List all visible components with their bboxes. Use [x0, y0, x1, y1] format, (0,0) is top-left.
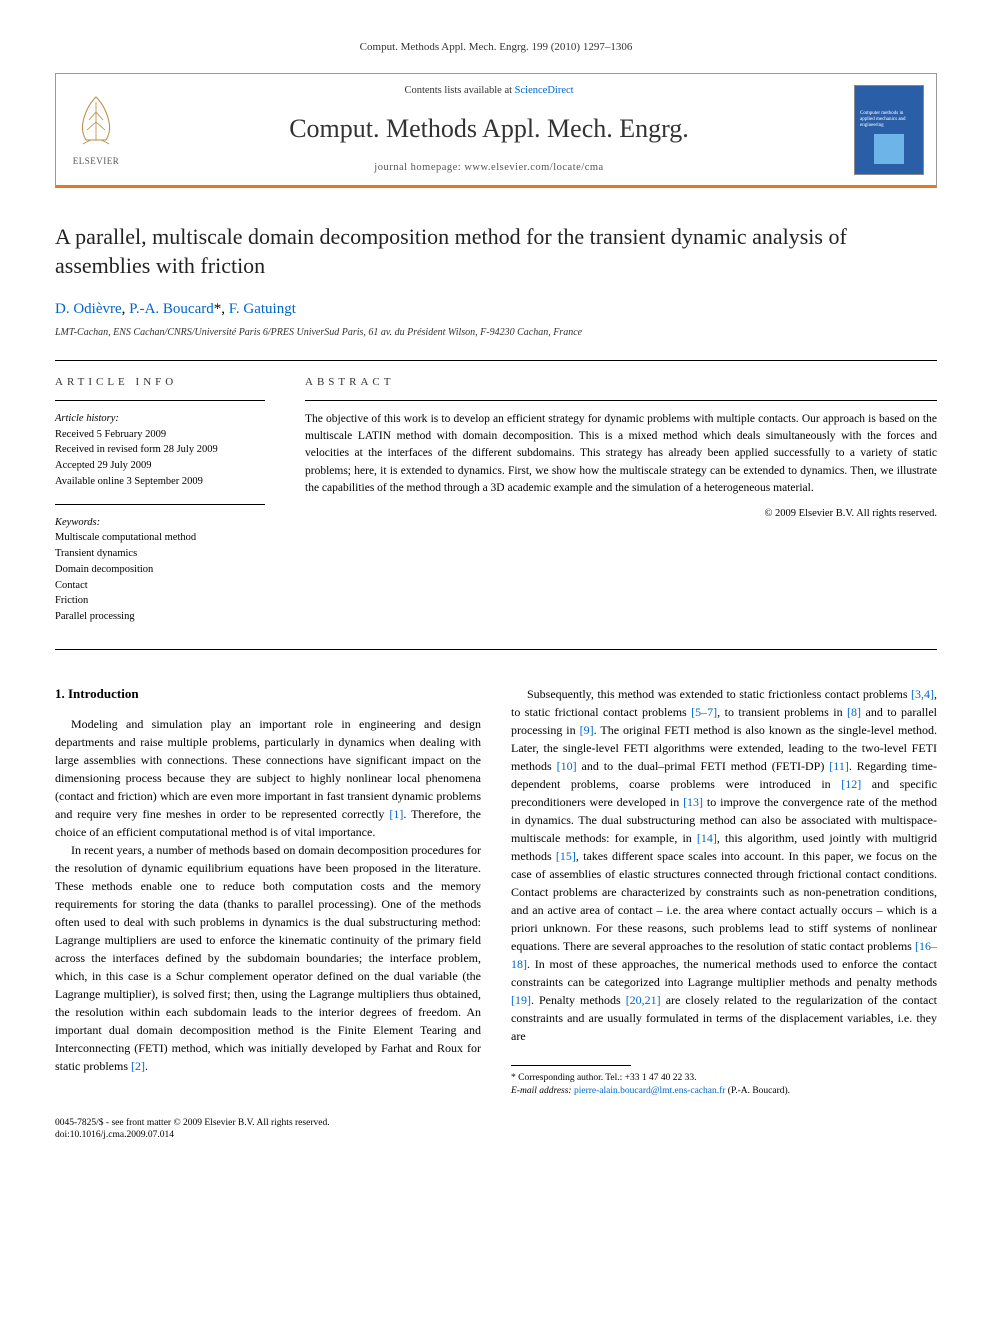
- affiliation: LMT-Cachan, ENS Cachan/CNRS/Université P…: [55, 326, 937, 340]
- p3l: . In most of these approaches, the numer…: [511, 957, 937, 989]
- keywords-label: Keywords:: [55, 515, 265, 531]
- history-3: Accepted 29 July 2009: [55, 458, 265, 474]
- contents-pre: Contents lists available at: [404, 85, 514, 96]
- sciencedirect-link[interactable]: ScienceDirect: [515, 85, 574, 96]
- footer-line-2: doi:10.1016/j.cma.2009.07.014: [55, 1129, 937, 1141]
- author-3[interactable]: F. Gatuingt: [229, 301, 296, 317]
- para-1: Modeling and simulation play an importan…: [55, 715, 481, 841]
- p3a: Subsequently, this method was extended t…: [527, 687, 911, 701]
- page-footer: 0045-7825/$ - see front matter © 2009 El…: [55, 1117, 937, 1142]
- ref-2[interactable]: [2]: [131, 1059, 145, 1073]
- footnote-rule: [511, 1065, 631, 1066]
- abstract-rule: [305, 400, 937, 401]
- article-info-heading: ARTICLE INFO: [55, 375, 265, 390]
- article-title: A parallel, multiscale domain decomposit…: [55, 223, 937, 280]
- abstract-column: ABSTRACT The objective of this work is t…: [305, 375, 937, 639]
- keywords-block: Keywords: Multiscale computational metho…: [55, 515, 265, 625]
- corresponding-author: * Corresponding author. Tel.: +33 1 47 4…: [511, 1072, 937, 1085]
- ref-14[interactable]: [14]: [697, 831, 717, 845]
- journal-homepage: journal homepage: www.elsevier.com/locat…: [136, 161, 842, 176]
- ref-20-21[interactable]: [20,21]: [626, 993, 661, 1007]
- body-section: 1. Introduction Modeling and simulation …: [55, 685, 937, 1099]
- p3m: . Penalty methods: [531, 993, 626, 1007]
- sep2: ,: [221, 301, 229, 317]
- ref-9[interactable]: [9]: [580, 723, 594, 737]
- ref-8[interactable]: [8]: [847, 705, 861, 719]
- p3f: and to the dual–primal FETI method (FETI…: [577, 759, 830, 773]
- elsevier-logo: ELSEVIER: [56, 82, 136, 178]
- ref-12[interactable]: [12]: [841, 777, 861, 791]
- header-center: Contents lists available at ScienceDirec…: [136, 76, 842, 184]
- journal-name: Comput. Methods Appl. Mech. Engrg.: [136, 111, 842, 147]
- history-1: Received 5 February 2009: [55, 427, 265, 443]
- authors-line: D. Odièvre, P.-A. Boucard*, F. Gatuingt: [55, 299, 937, 320]
- ref-15[interactable]: [15]: [556, 849, 576, 863]
- ref-10[interactable]: [10]: [557, 759, 577, 773]
- keyword-1: Multiscale computational method: [55, 530, 265, 546]
- journal-cover-thumb: Computer methods in applied mechanics an…: [854, 85, 924, 175]
- abstract-heading: ABSTRACT: [305, 375, 937, 390]
- keyword-6: Parallel processing: [55, 609, 265, 625]
- article-info-column: ARTICLE INFO Article history: Received 5…: [55, 375, 265, 639]
- footnote-block: * Corresponding author. Tel.: +33 1 47 4…: [511, 1072, 937, 1099]
- info-rule-2: [55, 504, 265, 505]
- rule-bottom: [55, 649, 937, 650]
- p2b: .: [145, 1059, 148, 1073]
- journal-header: ELSEVIER Contents lists available at Sci…: [55, 73, 937, 188]
- p3k: , takes different space scales into acco…: [511, 849, 937, 953]
- author-1[interactable]: D. Odièvre: [55, 301, 122, 317]
- thumb-square: [874, 134, 904, 164]
- para-3: Subsequently, this method was extended t…: [511, 685, 937, 1045]
- elsevier-label: ELSEVIER: [66, 155, 126, 168]
- email-line: E-mail address: pierre-alain.boucard@lmt…: [511, 1085, 937, 1098]
- email-post: (P.-A. Boucard).: [725, 1086, 790, 1096]
- keyword-5: Friction: [55, 593, 265, 609]
- keyword-2: Transient dynamics: [55, 546, 265, 562]
- contents-list-line: Contents lists available at ScienceDirec…: [136, 84, 842, 99]
- history-label: Article history:: [55, 411, 265, 427]
- info-rule: [55, 400, 265, 401]
- elsevier-tree-icon: [71, 92, 121, 147]
- ref-3-4[interactable]: [3,4]: [911, 687, 934, 701]
- history-2: Received in revised form 28 July 2009: [55, 442, 265, 458]
- citation-line: Comput. Methods Appl. Mech. Engrg. 199 (…: [55, 40, 937, 55]
- p2a: In recent years, a number of methods bas…: [55, 843, 481, 1073]
- ref-11[interactable]: [11]: [829, 759, 849, 773]
- abstract-text: The objective of this work is to develop…: [305, 411, 937, 497]
- abstract-copyright: © 2009 Elsevier B.V. All rights reserved…: [305, 507, 937, 522]
- thumb-text: Computer methods in applied mechanics an…: [860, 111, 918, 129]
- section-1-heading: 1. Introduction: [55, 685, 481, 703]
- email-label: E-mail address:: [511, 1086, 574, 1096]
- p3c: , to transient problems in: [717, 705, 847, 719]
- footer-line-1: 0045-7825/$ - see front matter © 2009 El…: [55, 1117, 937, 1129]
- article-history: Article history: Received 5 February 200…: [55, 411, 265, 490]
- keyword-4: Contact: [55, 578, 265, 594]
- email-link[interactable]: pierre-alain.boucard@lmt.ens-cachan.fr: [574, 1086, 725, 1096]
- keyword-3: Domain decomposition: [55, 562, 265, 578]
- author-2[interactable]: P.-A. Boucard: [129, 301, 214, 317]
- ref-13[interactable]: [13]: [683, 795, 703, 809]
- history-4: Available online 3 September 2009: [55, 474, 265, 490]
- ref-5-7[interactable]: [5–7]: [691, 705, 717, 719]
- ref-1[interactable]: [1]: [389, 807, 403, 821]
- ref-19[interactable]: [19]: [511, 993, 531, 1007]
- rule-top: [55, 360, 937, 361]
- para-2: In recent years, a number of methods bas…: [55, 841, 481, 1075]
- p1a: Modeling and simulation play an importan…: [55, 717, 481, 821]
